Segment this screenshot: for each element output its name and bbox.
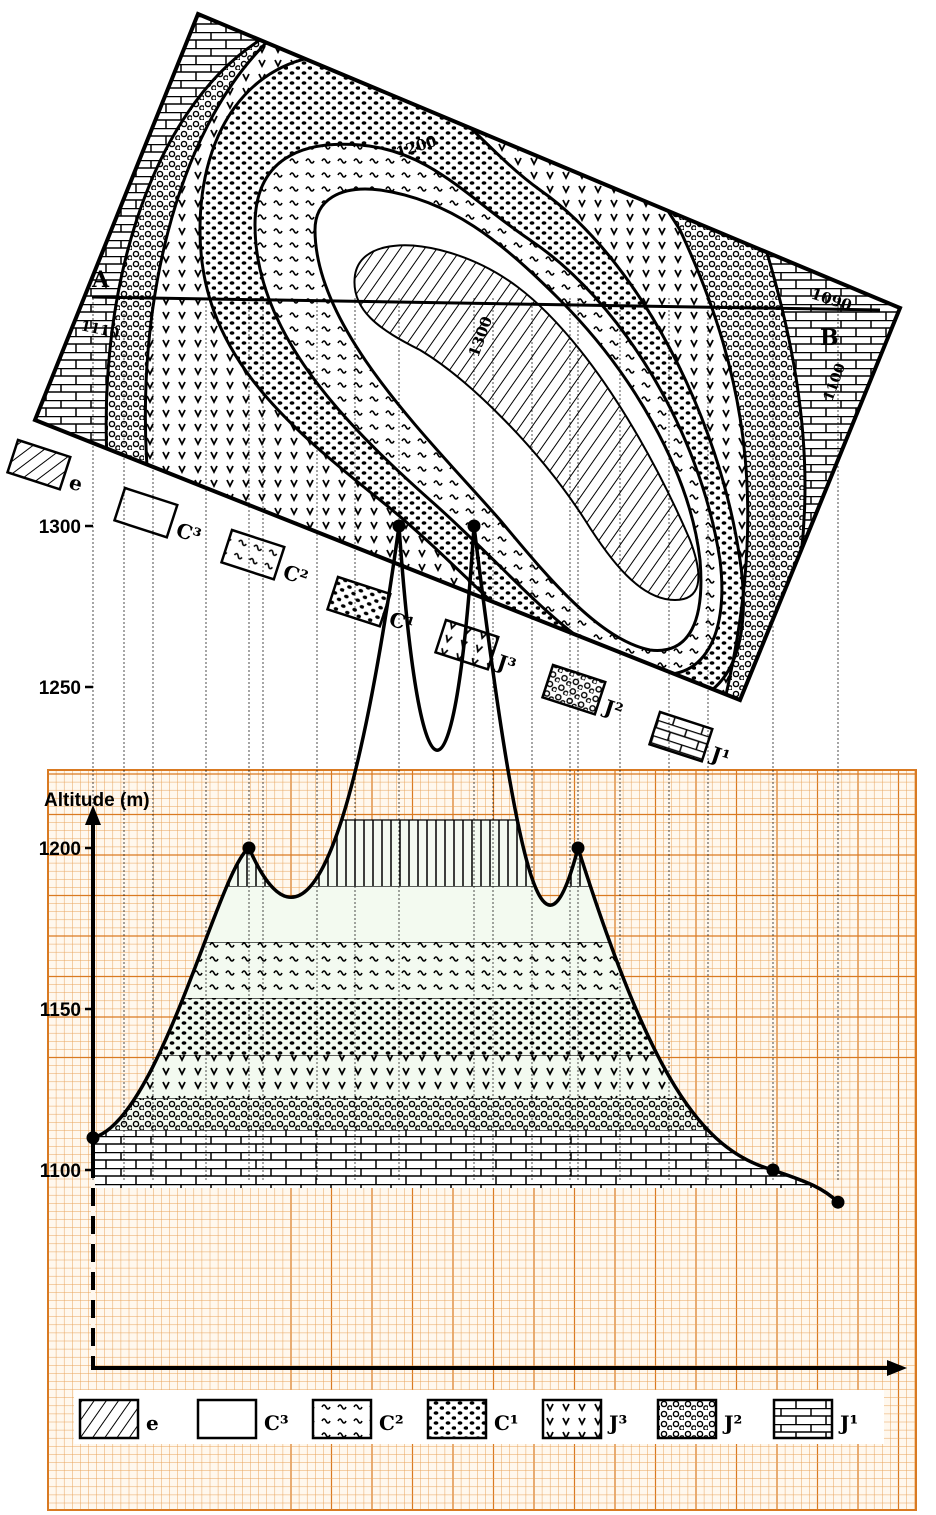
cross-section: Altitude (m) 1100 1150 1200 1250 1300 <box>39 517 917 1511</box>
section-legend-swatch <box>196 1398 258 1440</box>
section-legend-swatch <box>772 1398 834 1440</box>
topographic-profile <box>86 519 845 1209</box>
map-legend-swatch <box>5 438 72 491</box>
y-axis-label: Altitude (m) <box>44 790 150 811</box>
y-tick-label: 1250 <box>39 678 81 699</box>
section-legend-label: C³ <box>264 1411 289 1435</box>
map-legend-swatch <box>540 663 607 716</box>
map-legend-item: J³ <box>433 618 519 678</box>
graph-paper-border <box>47 769 917 1511</box>
y-axis-ticks: 1100 1150 1200 1250 1300 <box>39 517 93 1182</box>
section-layer-0 <box>93 1130 838 1188</box>
section-legend-label: J² <box>722 1411 742 1435</box>
map-legend-label: J¹ <box>706 741 733 770</box>
contour-label-1110: 1110 <box>79 318 121 342</box>
section-legend-label: C² <box>379 1411 404 1435</box>
point-a-label: A <box>91 267 110 293</box>
map-legend-item: J¹ <box>647 710 733 770</box>
map-legend-label: C² <box>280 560 311 590</box>
point-b-label: B <box>820 325 839 351</box>
section-line-ab <box>91 295 881 312</box>
section-legend-swatch <box>541 1398 603 1440</box>
map-legend-label: J³ <box>492 649 519 678</box>
map-legend-swatch <box>219 528 286 581</box>
map-legend-swatch <box>325 575 392 628</box>
section-legend-label: C¹ <box>494 1411 519 1435</box>
map-legend-item: e <box>5 438 86 497</box>
map-legend-label: C¹ <box>386 607 417 637</box>
x-axis-arrow <box>887 1360 907 1376</box>
map-legend-label: C³ <box>173 518 204 548</box>
map-legend-item: J² <box>540 663 626 723</box>
section-legend: e C³ C² C¹ J³ J² J¹ <box>74 1390 884 1444</box>
section-legend-label: J³ <box>607 1411 627 1435</box>
section-legend-swatch <box>78 1398 140 1440</box>
map-legend-label: J² <box>599 694 626 723</box>
section-legend-swatch <box>426 1398 488 1440</box>
section-legend-label: J¹ <box>838 1411 858 1435</box>
map-legend-item: C³ <box>112 486 204 548</box>
y-tick-label: 1200 <box>39 839 81 860</box>
geologic-map: A B 1110 1200 1300 1090 1100 <box>32 11 903 703</box>
y-tick-label: 1150 <box>40 1000 81 1021</box>
map-legend-item: C² <box>219 528 311 590</box>
map-legend-swatch <box>112 486 179 539</box>
y-tick-label: 1300 <box>39 517 81 538</box>
section-legend-label: e <box>146 1411 159 1435</box>
y-tick-label: 1100 <box>40 1161 81 1182</box>
section-legend-swatch <box>656 1398 718 1440</box>
profile-point-1090 <box>831 1195 845 1209</box>
projection-lines <box>92 298 839 1180</box>
map-legend-label: e <box>66 470 86 497</box>
map-legend-swatch <box>647 710 714 763</box>
section-legend-swatch <box>311 1398 373 1440</box>
map-unit-e <box>353 244 700 602</box>
map-frame <box>32 11 903 703</box>
